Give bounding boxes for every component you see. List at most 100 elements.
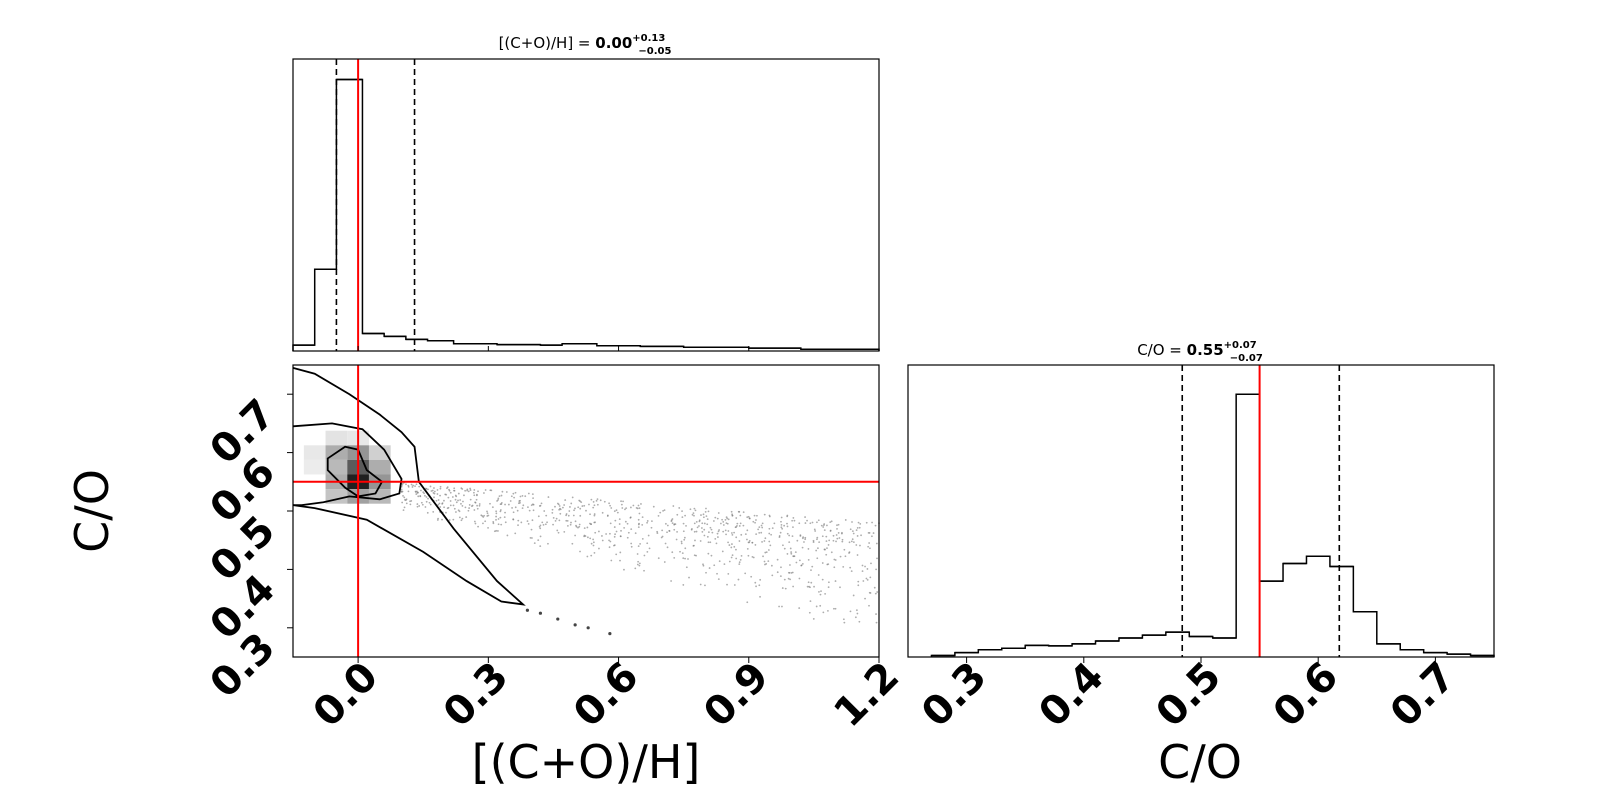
scatter-point-239: [700, 514, 702, 516]
scatter-point-736: [466, 489, 469, 492]
scatter-point-696: [497, 523, 500, 526]
scatter-point-213: [401, 483, 404, 486]
scatter-point-612: [815, 549, 818, 552]
scatter-point-97: [539, 524, 542, 527]
scatter-point-503: [467, 490, 470, 493]
scatter-point-875: [592, 541, 595, 544]
scatter-point-542: [619, 559, 621, 562]
scatter-point-165: [788, 541, 791, 543]
scatter-point-713: [526, 520, 529, 523]
scatter-point-762: [613, 544, 615, 547]
scatter-point-200: [735, 548, 737, 551]
scatter-point-718: [699, 540, 702, 542]
scatter-point-426: [407, 490, 410, 493]
scatter-point-603: [680, 540, 683, 543]
scatter-point-776: [850, 570, 853, 573]
scatter-point-448: [646, 521, 648, 524]
scatter-point-64: [527, 522, 530, 525]
scatter-point-269: [727, 572, 730, 575]
scatter-point-719: [492, 522, 495, 525]
scatter-point-845: [692, 512, 695, 515]
scatter-point-250: [551, 508, 554, 511]
scatter-point-101: [835, 540, 837, 543]
scatter-point-5: [727, 530, 730, 532]
scatter-point-833: [820, 524, 823, 527]
scatter-point-732: [781, 527, 784, 530]
scatter-point-550: [801, 546, 804, 549]
scatter-point-56: [821, 578, 824, 581]
scatter-point-862: [871, 535, 873, 538]
scatter-point-311: [453, 507, 456, 510]
scatter-point-850: [648, 547, 651, 550]
scatter-point-591: [798, 522, 801, 525]
title-co-minus: −0.07: [1230, 353, 1263, 364]
scatter-point-829: [681, 510, 683, 513]
scatter-point-465: [834, 580, 837, 582]
scatter-point-472: [819, 604, 822, 607]
scatter-point-504: [504, 511, 506, 514]
scatter-point-681: [439, 485, 442, 488]
scatter-point-548: [427, 497, 429, 500]
scatter-point-632: [739, 558, 742, 561]
scatter-point-708: [790, 552, 793, 555]
scatter-point-233: [804, 538, 807, 541]
scatter-point-387: [783, 524, 786, 527]
scatter-point-558: [511, 506, 513, 509]
scatter-point-720: [476, 493, 478, 496]
scatter-point-124: [598, 530, 600, 533]
scatter-point-601: [691, 527, 693, 530]
scatter-point-647: [589, 522, 591, 525]
scatter-point-864: [810, 569, 812, 572]
scatter-point-383: [438, 502, 441, 505]
scatter-point-191: [857, 580, 860, 583]
scatter-point-596: [672, 505, 675, 507]
scatter-point-885: [610, 507, 613, 509]
scatter-point-102: [858, 620, 861, 623]
scatter-point-717: [684, 557, 686, 560]
scatter-point-485: [770, 533, 773, 536]
scatter-point-628: [780, 526, 783, 529]
scatter-point-83: [871, 521, 873, 524]
scatter-point-53: [695, 554, 697, 557]
scatter-point-313: [530, 528, 533, 531]
scatter-point-226: [816, 538, 818, 541]
scatter-point-651: [779, 531, 782, 534]
scatter-point-43: [473, 520, 476, 523]
scatter-point-593: [637, 545, 640, 548]
scatter-point-435: [798, 559, 801, 562]
scatter-point-866: [411, 486, 414, 488]
scatter-point-740: [794, 551, 797, 554]
scatter-point-359: [486, 512, 489, 515]
scatter-point-594: [755, 533, 758, 536]
scatter-point-217: [781, 605, 783, 608]
scatter-point-859: [405, 483, 407, 486]
scatter-point-118: [643, 554, 646, 557]
scatter-point-660: [414, 490, 417, 493]
scatter-point-537: [735, 517, 738, 519]
scatter-point-265: [609, 540, 612, 543]
scatter-point-741: [808, 585, 810, 588]
scatter-point-652: [842, 566, 845, 568]
scatter-point-782: [593, 504, 596, 507]
scatter-point-449: [706, 535, 709, 538]
scatter-point-327: [768, 532, 771, 535]
scatter-point-810: [706, 518, 709, 521]
scatter-point-218: [874, 592, 877, 595]
scatter-point-477: [801, 563, 804, 565]
scatter-point-728: [439, 487, 442, 490]
scatter-point-314: [763, 560, 766, 563]
scatter-point-580: [608, 502, 611, 505]
scatter-point-82: [495, 512, 498, 515]
scatter-point-769: [484, 489, 487, 491]
scatter-point-258: [474, 522, 477, 525]
scatter-point-421: [402, 494, 404, 497]
scatter-point-388: [425, 496, 428, 498]
scatter-point-246: [736, 522, 739, 525]
scatter-point-284: [726, 583, 728, 586]
scatter-point-80: [751, 555, 754, 558]
scatter-point-122: [666, 531, 668, 534]
scatter-point-195: [630, 542, 633, 545]
scatter-point-291: [866, 578, 869, 581]
scatter-point-835: [629, 516, 632, 519]
scatter-point-356: [517, 519, 520, 522]
